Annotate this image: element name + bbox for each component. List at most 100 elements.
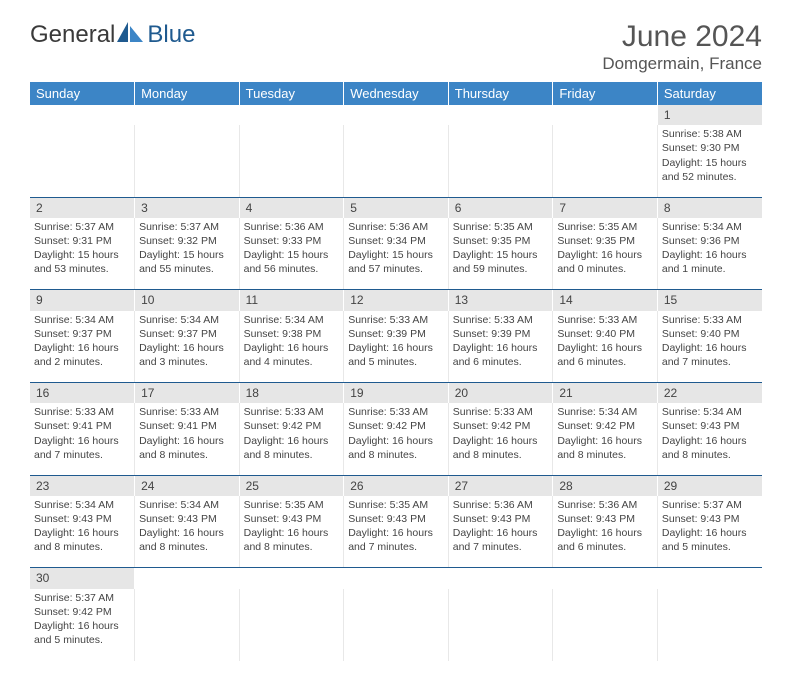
daylight-text: Daylight: 16 hours and 5 minutes. <box>34 619 130 647</box>
sunset-text: Sunset: 9:39 PM <box>453 327 549 341</box>
sunrise-text: Sunrise: 5:37 AM <box>662 498 758 512</box>
day-cell <box>657 589 762 661</box>
sunset-text: Sunset: 9:43 PM <box>244 512 340 526</box>
header: General Blue June 2024 Domgermain, Franc… <box>30 20 762 74</box>
sail-icon <box>117 20 143 49</box>
sunset-text: Sunset: 9:35 PM <box>453 234 549 248</box>
day-cell: Sunrise: 5:33 AMSunset: 9:42 PMDaylight:… <box>448 403 553 475</box>
weekday-header: Wednesday <box>344 82 449 105</box>
day-number <box>448 568 553 589</box>
sunrise-text: Sunrise: 5:37 AM <box>139 220 235 234</box>
day-number-row: 2345678 <box>30 197 762 218</box>
day-number-row: 1 <box>30 105 762 125</box>
day-cell: Sunrise: 5:34 AMSunset: 9:43 PMDaylight:… <box>135 496 240 568</box>
daylight-text: Daylight: 16 hours and 3 minutes. <box>139 341 235 369</box>
day-cell: Sunrise: 5:34 AMSunset: 9:37 PMDaylight:… <box>30 311 135 383</box>
sunrise-text: Sunrise: 5:34 AM <box>557 405 653 419</box>
day-number: 29 <box>657 475 762 496</box>
day-cell <box>344 589 449 661</box>
day-number <box>239 568 344 589</box>
day-details-row: Sunrise: 5:38 AMSunset: 9:30 PMDaylight:… <box>30 125 762 197</box>
day-number <box>344 568 449 589</box>
sunset-text: Sunset: 9:36 PM <box>662 234 758 248</box>
day-number: 26 <box>344 475 449 496</box>
day-cell: Sunrise: 5:36 AMSunset: 9:43 PMDaylight:… <box>448 496 553 568</box>
day-number: 1 <box>657 105 762 125</box>
day-number: 13 <box>448 290 553 311</box>
day-number <box>657 568 762 589</box>
daylight-text: Daylight: 15 hours and 52 minutes. <box>662 156 758 184</box>
logo-text-1: General <box>30 21 115 49</box>
daylight-text: Daylight: 16 hours and 8 minutes. <box>139 526 235 554</box>
day-number-row: 16171819202122 <box>30 383 762 404</box>
day-number <box>344 105 449 125</box>
day-number-row: 9101112131415 <box>30 290 762 311</box>
day-number: 4 <box>239 197 344 218</box>
sunset-text: Sunset: 9:40 PM <box>557 327 653 341</box>
day-cell: Sunrise: 5:33 AMSunset: 9:39 PMDaylight:… <box>344 311 449 383</box>
day-number <box>553 105 658 125</box>
day-number-row: 23242526272829 <box>30 475 762 496</box>
day-cell: Sunrise: 5:34 AMSunset: 9:43 PMDaylight:… <box>30 496 135 568</box>
daylight-text: Daylight: 16 hours and 7 minutes. <box>348 526 444 554</box>
day-cell <box>135 125 240 197</box>
daylight-text: Daylight: 16 hours and 8 minutes. <box>244 434 340 462</box>
sunrise-text: Sunrise: 5:33 AM <box>453 405 549 419</box>
sunrise-text: Sunrise: 5:34 AM <box>34 313 130 327</box>
sunrise-text: Sunrise: 5:35 AM <box>557 220 653 234</box>
day-cell: Sunrise: 5:33 AMSunset: 9:42 PMDaylight:… <box>239 403 344 475</box>
day-cell: Sunrise: 5:33 AMSunset: 9:41 PMDaylight:… <box>135 403 240 475</box>
day-number: 8 <box>657 197 762 218</box>
sunrise-text: Sunrise: 5:35 AM <box>348 498 444 512</box>
sunrise-text: Sunrise: 5:34 AM <box>139 313 235 327</box>
sunset-text: Sunset: 9:43 PM <box>557 512 653 526</box>
day-number: 14 <box>553 290 658 311</box>
sunset-text: Sunset: 9:43 PM <box>662 419 758 433</box>
sunrise-text: Sunrise: 5:34 AM <box>662 220 758 234</box>
day-cell: Sunrise: 5:35 AMSunset: 9:35 PMDaylight:… <box>553 218 658 290</box>
daylight-text: Daylight: 16 hours and 8 minutes. <box>557 434 653 462</box>
day-number-row: 30 <box>30 568 762 589</box>
sunset-text: Sunset: 9:42 PM <box>348 419 444 433</box>
day-number <box>135 568 240 589</box>
day-cell: Sunrise: 5:37 AMSunset: 9:32 PMDaylight:… <box>135 218 240 290</box>
day-number: 30 <box>30 568 135 589</box>
sunrise-text: Sunrise: 5:36 AM <box>453 498 549 512</box>
page-container: General Blue June 2024 Domgermain, Franc… <box>0 0 792 681</box>
sunrise-text: Sunrise: 5:33 AM <box>244 405 340 419</box>
day-number: 19 <box>344 383 449 404</box>
day-cell <box>239 125 344 197</box>
daylight-text: Daylight: 16 hours and 2 minutes. <box>34 341 130 369</box>
day-number: 11 <box>239 290 344 311</box>
day-number <box>239 105 344 125</box>
day-cell: Sunrise: 5:34 AMSunset: 9:42 PMDaylight:… <box>553 403 658 475</box>
sunrise-text: Sunrise: 5:35 AM <box>244 498 340 512</box>
day-number: 25 <box>239 475 344 496</box>
day-number: 6 <box>448 197 553 218</box>
sunset-text: Sunset: 9:43 PM <box>453 512 549 526</box>
day-cell: Sunrise: 5:36 AMSunset: 9:34 PMDaylight:… <box>344 218 449 290</box>
day-details-row: Sunrise: 5:33 AMSunset: 9:41 PMDaylight:… <box>30 403 762 475</box>
day-number: 10 <box>135 290 240 311</box>
sunrise-text: Sunrise: 5:33 AM <box>348 313 444 327</box>
sunset-text: Sunset: 9:43 PM <box>34 512 130 526</box>
sunrise-text: Sunrise: 5:33 AM <box>34 405 130 419</box>
daylight-text: Daylight: 16 hours and 7 minutes. <box>453 526 549 554</box>
daylight-text: Daylight: 15 hours and 57 minutes. <box>348 248 444 276</box>
sunset-text: Sunset: 9:43 PM <box>348 512 444 526</box>
day-details-row: Sunrise: 5:34 AMSunset: 9:43 PMDaylight:… <box>30 496 762 568</box>
day-number: 5 <box>344 197 449 218</box>
day-number: 15 <box>657 290 762 311</box>
day-number: 3 <box>135 197 240 218</box>
day-number: 23 <box>30 475 135 496</box>
day-cell: Sunrise: 5:34 AMSunset: 9:38 PMDaylight:… <box>239 311 344 383</box>
daylight-text: Daylight: 16 hours and 6 minutes. <box>557 526 653 554</box>
sunset-text: Sunset: 9:32 PM <box>139 234 235 248</box>
day-cell <box>553 125 658 197</box>
daylight-text: Daylight: 16 hours and 8 minutes. <box>244 526 340 554</box>
day-number: 17 <box>135 383 240 404</box>
sunset-text: Sunset: 9:31 PM <box>34 234 130 248</box>
day-number: 27 <box>448 475 553 496</box>
sunrise-text: Sunrise: 5:37 AM <box>34 591 130 605</box>
sunrise-text: Sunrise: 5:34 AM <box>34 498 130 512</box>
